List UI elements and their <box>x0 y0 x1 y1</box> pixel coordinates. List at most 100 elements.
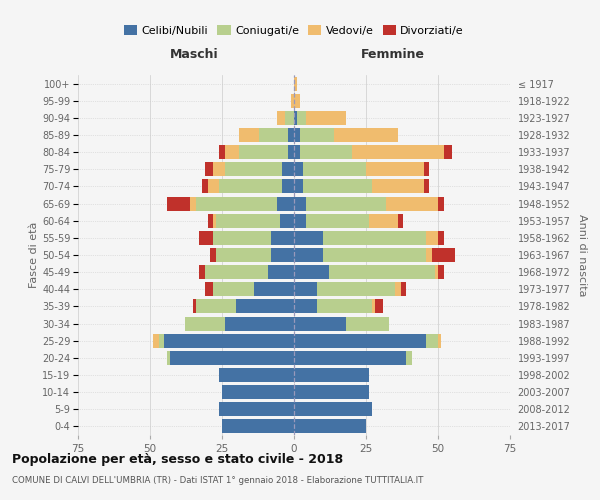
Bar <box>294 145 300 159</box>
Bar <box>294 385 369 399</box>
Bar <box>214 214 216 228</box>
Bar <box>294 334 427 347</box>
Bar <box>406 351 412 365</box>
Bar <box>271 231 294 245</box>
Bar <box>294 265 329 279</box>
Bar <box>294 162 302 176</box>
Bar <box>300 128 334 142</box>
Bar <box>334 128 398 142</box>
Text: Femmine: Femmine <box>361 48 425 60</box>
Bar <box>164 334 294 347</box>
Bar <box>170 351 294 365</box>
Bar <box>216 214 280 228</box>
Bar <box>300 145 352 159</box>
Bar <box>208 180 219 194</box>
Bar <box>291 94 294 108</box>
Bar <box>294 420 366 434</box>
Bar <box>283 162 294 176</box>
Bar <box>294 231 323 245</box>
Bar <box>167 351 170 365</box>
Bar <box>294 248 323 262</box>
Bar <box>239 128 259 142</box>
Bar <box>185 316 225 330</box>
Bar <box>352 145 444 159</box>
Bar <box>288 145 294 159</box>
Bar <box>427 231 438 245</box>
Bar <box>427 248 432 262</box>
Bar <box>219 368 294 382</box>
Bar <box>222 420 294 434</box>
Bar <box>317 282 395 296</box>
Bar <box>153 334 158 347</box>
Bar <box>305 111 346 125</box>
Bar <box>317 300 372 314</box>
Bar <box>205 162 214 176</box>
Bar <box>259 128 288 142</box>
Bar <box>372 300 374 314</box>
Bar <box>346 316 389 330</box>
Bar <box>438 196 444 210</box>
Bar <box>277 196 294 210</box>
Bar <box>214 282 254 296</box>
Bar <box>199 231 214 245</box>
Bar <box>305 196 386 210</box>
Bar <box>283 180 294 194</box>
Bar <box>372 180 424 194</box>
Bar <box>374 300 383 314</box>
Bar <box>444 145 452 159</box>
Bar <box>294 76 297 90</box>
Bar <box>219 402 294 416</box>
Y-axis label: Fasce di età: Fasce di età <box>29 222 39 288</box>
Bar <box>211 248 216 262</box>
Bar <box>294 94 300 108</box>
Bar <box>294 214 305 228</box>
Bar <box>208 214 214 228</box>
Bar <box>294 368 369 382</box>
Bar <box>196 300 236 314</box>
Bar <box>432 248 455 262</box>
Bar <box>398 214 403 228</box>
Bar <box>424 180 430 194</box>
Text: Popolazione per età, sesso e stato civile - 2018: Popolazione per età, sesso e stato civil… <box>12 452 343 466</box>
Bar <box>277 111 286 125</box>
Bar <box>427 334 438 347</box>
Bar <box>424 162 430 176</box>
Y-axis label: Anni di nascita: Anni di nascita <box>577 214 587 296</box>
Bar <box>219 145 225 159</box>
Bar <box>302 180 372 194</box>
Bar <box>294 351 406 365</box>
Bar <box>401 282 406 296</box>
Bar <box>214 162 225 176</box>
Bar <box>205 265 268 279</box>
Bar <box>288 128 294 142</box>
Bar <box>435 265 438 279</box>
Bar <box>216 248 271 262</box>
Bar <box>294 402 372 416</box>
Bar <box>202 180 208 194</box>
Bar <box>438 265 444 279</box>
Bar <box>329 265 435 279</box>
Bar <box>219 180 283 194</box>
Bar <box>225 316 294 330</box>
Bar <box>158 334 164 347</box>
Bar <box>438 334 441 347</box>
Bar <box>302 162 366 176</box>
Bar <box>167 196 190 210</box>
Bar <box>193 300 196 314</box>
Bar <box>271 248 294 262</box>
Bar <box>268 265 294 279</box>
Bar <box>225 162 283 176</box>
Bar <box>225 145 239 159</box>
Bar <box>214 231 271 245</box>
Text: COMUNE DI CALVI DELL'UMBRIA (TR) - Dati ISTAT 1° gennaio 2018 - Elaborazione TUT: COMUNE DI CALVI DELL'UMBRIA (TR) - Dati … <box>12 476 424 485</box>
Bar <box>294 282 317 296</box>
Bar <box>294 316 346 330</box>
Bar <box>438 231 444 245</box>
Bar <box>205 282 214 296</box>
Bar <box>294 300 317 314</box>
Bar <box>386 196 438 210</box>
Bar <box>239 145 288 159</box>
Bar <box>294 111 297 125</box>
Bar <box>369 214 398 228</box>
Bar <box>323 248 427 262</box>
